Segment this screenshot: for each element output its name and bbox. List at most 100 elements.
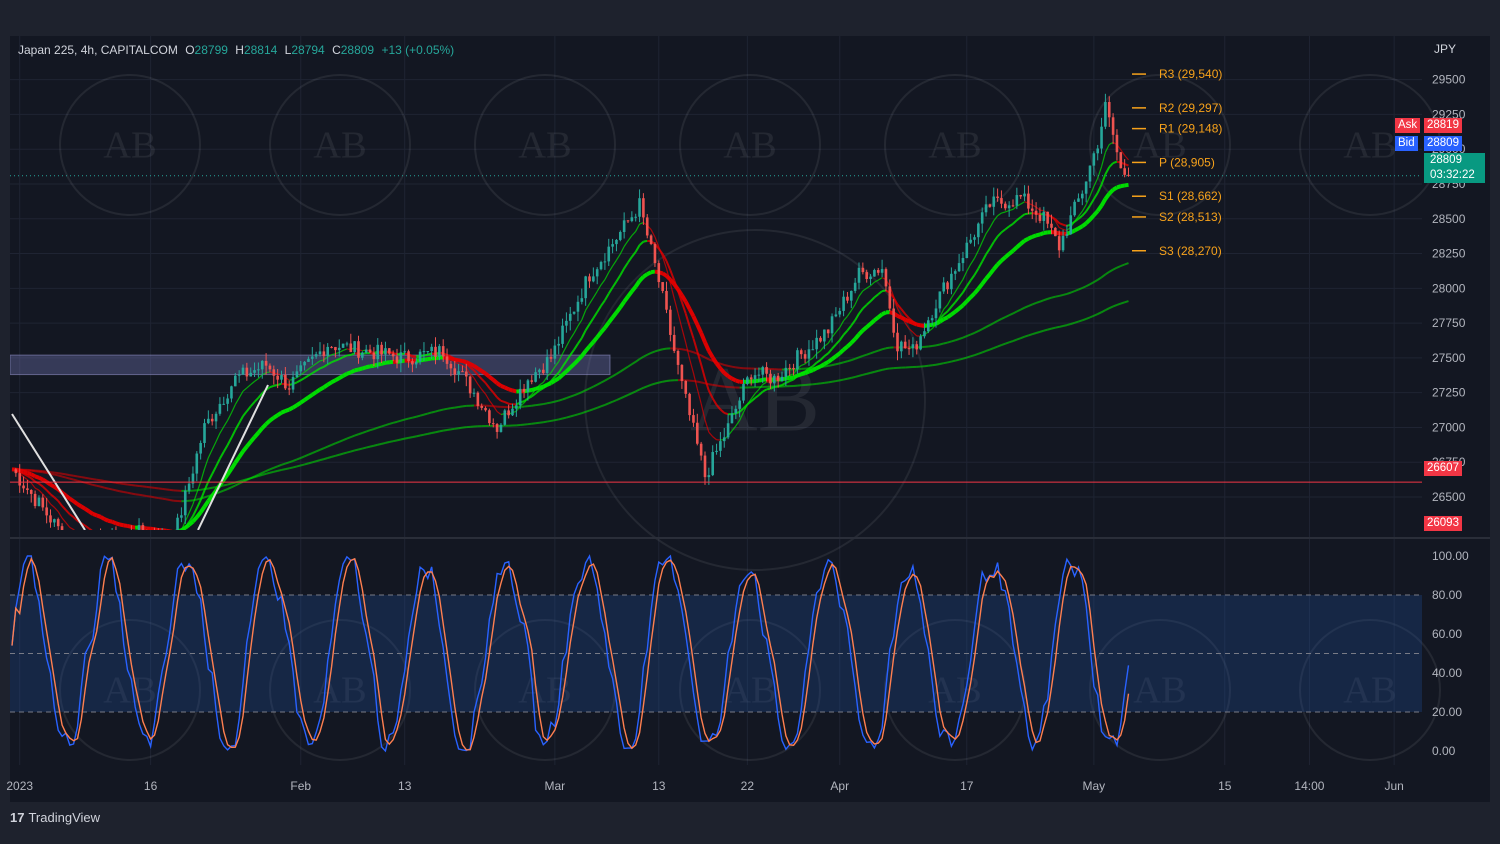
ema-15-segment bbox=[188, 515, 194, 523]
candle-body bbox=[88, 542, 91, 548]
ema-120-segment bbox=[569, 394, 575, 398]
ema-120-segment bbox=[654, 349, 660, 353]
ema-15-segment bbox=[634, 244, 641, 253]
ema-30-segment bbox=[1015, 242, 1022, 249]
candle-body bbox=[218, 403, 222, 414]
ema-120-segment bbox=[1074, 288, 1079, 293]
candle-body bbox=[322, 351, 326, 357]
ema-15-segment bbox=[496, 396, 502, 402]
ema-30-segment bbox=[377, 361, 382, 367]
ema-30-segment bbox=[256, 426, 264, 435]
ema-120-segment bbox=[150, 495, 155, 499]
ema-200-segment bbox=[358, 447, 363, 451]
ema-15-segment bbox=[700, 364, 706, 379]
candle-body bbox=[973, 237, 976, 240]
ema-30-segment bbox=[342, 372, 348, 378]
candle-body bbox=[245, 367, 249, 377]
watermark-letters: AB bbox=[1343, 125, 1396, 167]
ema-8-segment bbox=[827, 336, 833, 344]
ema-30-segment bbox=[187, 520, 195, 527]
ema-30-segment bbox=[568, 362, 576, 370]
ema-120-segment bbox=[88, 482, 94, 486]
ema-120-segment bbox=[281, 462, 286, 466]
ema-8-segment bbox=[412, 356, 417, 359]
ema-8-segment bbox=[196, 481, 202, 494]
candle-body bbox=[684, 380, 688, 394]
ema-15-segment bbox=[827, 348, 833, 354]
candle-body bbox=[630, 217, 634, 222]
ema-15-segment bbox=[304, 374, 309, 379]
ema-200-segment bbox=[1047, 327, 1052, 331]
ema-120-segment bbox=[870, 351, 875, 355]
ema-120-segment bbox=[585, 387, 590, 392]
ask-price-tag: 28819 bbox=[1424, 118, 1462, 133]
ema-8-segment bbox=[627, 235, 633, 242]
candle-body bbox=[672, 334, 676, 351]
watermark-seal bbox=[679, 74, 821, 216]
ema-30-segment bbox=[1092, 209, 1100, 217]
candle-body bbox=[1069, 215, 1073, 235]
ema-200-segment bbox=[342, 451, 348, 455]
candle-body bbox=[915, 344, 919, 350]
ema-15-segment bbox=[950, 301, 957, 308]
ema-15-segment bbox=[584, 323, 591, 331]
ema-200-segment bbox=[292, 465, 298, 469]
chart-pane[interactable] bbox=[10, 36, 1490, 802]
ema-15-segment bbox=[973, 268, 980, 276]
ema-8-segment bbox=[977, 241, 983, 251]
ema-120-segment bbox=[111, 488, 117, 492]
candle-body bbox=[495, 424, 499, 432]
candle-body bbox=[726, 423, 730, 438]
ema-200-segment bbox=[1120, 301, 1125, 305]
ema-30-segment bbox=[198, 505, 207, 514]
ema-8-segment bbox=[101, 540, 105, 543]
candle-body bbox=[996, 196, 999, 199]
ema-120-segment bbox=[623, 365, 629, 370]
ema-200-segment bbox=[1028, 333, 1033, 337]
candle-body bbox=[361, 352, 364, 358]
ema-120-segment bbox=[1062, 292, 1068, 296]
ema-200-segment bbox=[870, 370, 875, 374]
ema-15-segment bbox=[631, 251, 637, 258]
ema-8-segment bbox=[257, 374, 263, 380]
ema-120-segment bbox=[408, 416, 413, 420]
candle-body bbox=[395, 356, 399, 363]
ema-15-segment bbox=[965, 279, 972, 287]
legend-header: Japan 225, 4h, CAPITALCOM O28799 H28814 … bbox=[18, 43, 458, 57]
candle-body bbox=[988, 204, 992, 207]
ema-200-segment bbox=[1101, 309, 1106, 314]
ema-200-segment bbox=[354, 448, 359, 452]
ema-200-segment bbox=[1016, 337, 1022, 341]
ema-30-segment bbox=[865, 322, 872, 329]
candle-body bbox=[780, 376, 784, 381]
ema-120-segment bbox=[450, 406, 455, 410]
candle-body bbox=[438, 346, 441, 357]
candle-body bbox=[557, 343, 560, 346]
candle-body bbox=[1046, 211, 1049, 224]
candle-body bbox=[722, 437, 726, 442]
ema-200-segment bbox=[454, 427, 459, 430]
ema-15-segment bbox=[958, 291, 964, 298]
ema-30-segment bbox=[111, 519, 117, 526]
ema-8-segment bbox=[542, 376, 548, 383]
ema-15-segment bbox=[1085, 205, 1091, 212]
tradingview-logo[interactable]: 17 TradingView bbox=[10, 810, 100, 825]
ema-200-segment bbox=[627, 392, 633, 396]
ema-30-segment bbox=[488, 375, 495, 382]
symbol-title[interactable]: Japan 225, 4h, CAPITALCOM bbox=[18, 43, 178, 57]
ema-15-segment bbox=[104, 535, 108, 536]
candle-body bbox=[314, 354, 318, 357]
ema-15-segment bbox=[1008, 222, 1014, 228]
candle-body bbox=[826, 329, 830, 334]
candle-body bbox=[634, 216, 637, 218]
ema-200-segment bbox=[720, 385, 725, 388]
ema-30-segment bbox=[38, 475, 44, 482]
ema-120-segment bbox=[423, 412, 429, 416]
ema-120-segment bbox=[400, 418, 405, 422]
ema-200-segment bbox=[985, 348, 991, 352]
candle-body bbox=[1030, 208, 1034, 211]
ema-120-segment bbox=[693, 351, 698, 355]
ema-15-segment bbox=[719, 408, 725, 414]
ema-120-segment bbox=[993, 319, 999, 324]
